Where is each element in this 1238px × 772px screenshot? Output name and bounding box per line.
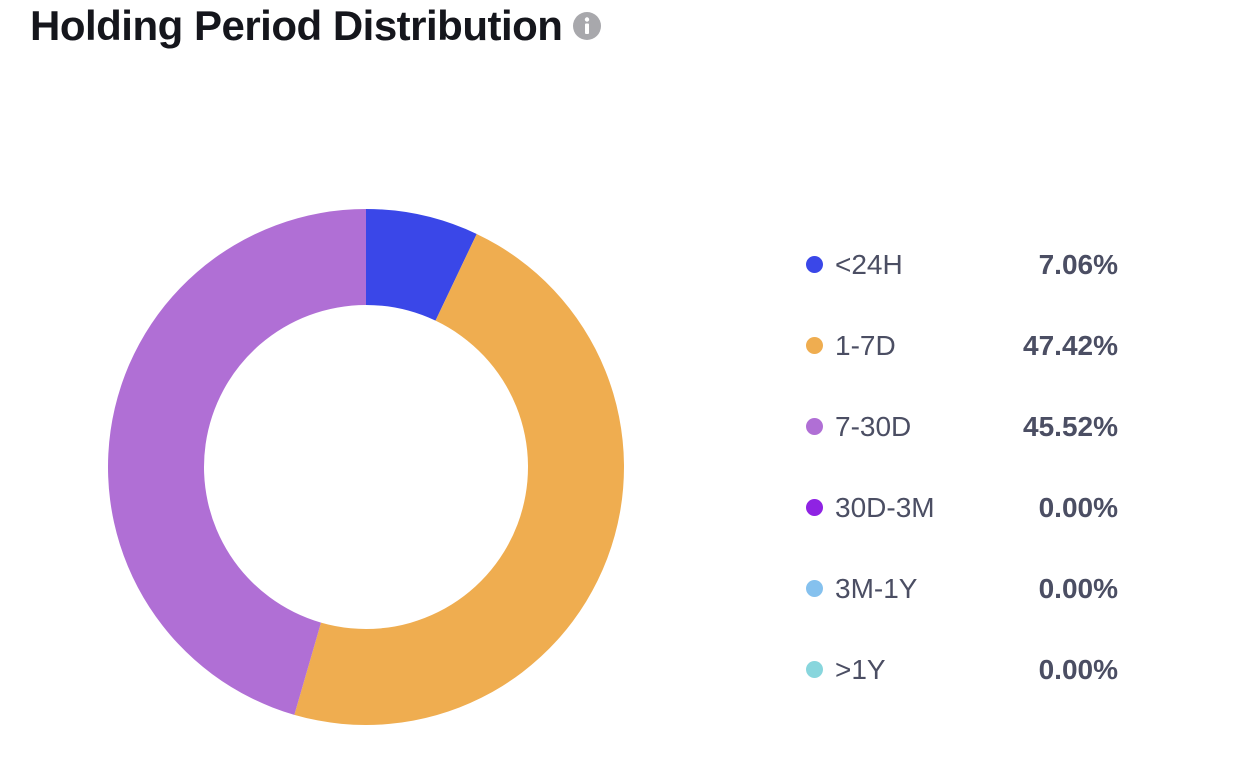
- legend-label: <24H: [835, 248, 903, 280]
- donut-slice-730d[interactable]: [108, 209, 367, 715]
- chart-legend: <24H 7.06% 1-7D 47.42% 7-30D 45.52% 30D-3M 0.00…: [806, 224, 1126, 710]
- legend-item[interactable]: 1-7D 47.42%: [806, 305, 1126, 386]
- legend-value: 0.00%: [1038, 491, 1118, 523]
- legend-item[interactable]: 30D-3M 0.00%: [806, 467, 1126, 548]
- donut-chart: [108, 209, 625, 726]
- legend-item[interactable]: 3M-1Y 0.00%: [806, 548, 1126, 629]
- legend-value: 7.06%: [1038, 248, 1118, 280]
- legend-dot: [806, 337, 823, 354]
- donut-slice-17d[interactable]: [294, 233, 625, 726]
- legend-dot: [806, 580, 823, 597]
- info-icon[interactable]: [572, 11, 602, 41]
- legend-dot: [806, 256, 823, 273]
- legend-label: 30D-3M: [835, 491, 935, 523]
- legend-label: 1-7D: [835, 329, 896, 361]
- legend-value: 47.42%: [1023, 329, 1118, 361]
- legend-item[interactable]: 7-30D 45.52%: [806, 386, 1126, 467]
- legend-label: 7-30D: [835, 410, 912, 442]
- legend-item[interactable]: >1Y 0.00%: [806, 629, 1126, 710]
- legend-value: 0.00%: [1038, 653, 1118, 685]
- legend-label: >1Y: [835, 653, 886, 685]
- legend-dot: [806, 661, 823, 678]
- legend-value: 45.52%: [1023, 410, 1118, 442]
- legend-label: 3M-1Y: [835, 572, 918, 604]
- legend-dot: [806, 418, 823, 435]
- legend-item[interactable]: <24H 7.06%: [806, 224, 1126, 305]
- legend-value: 0.00%: [1038, 572, 1118, 604]
- page-title: Holding Period Distribution: [30, 2, 563, 49]
- legend-dot: [806, 499, 823, 516]
- donut-slice-24h[interactable]: [366, 209, 477, 321]
- chart-header: Holding Period Distribution: [30, 0, 602, 52]
